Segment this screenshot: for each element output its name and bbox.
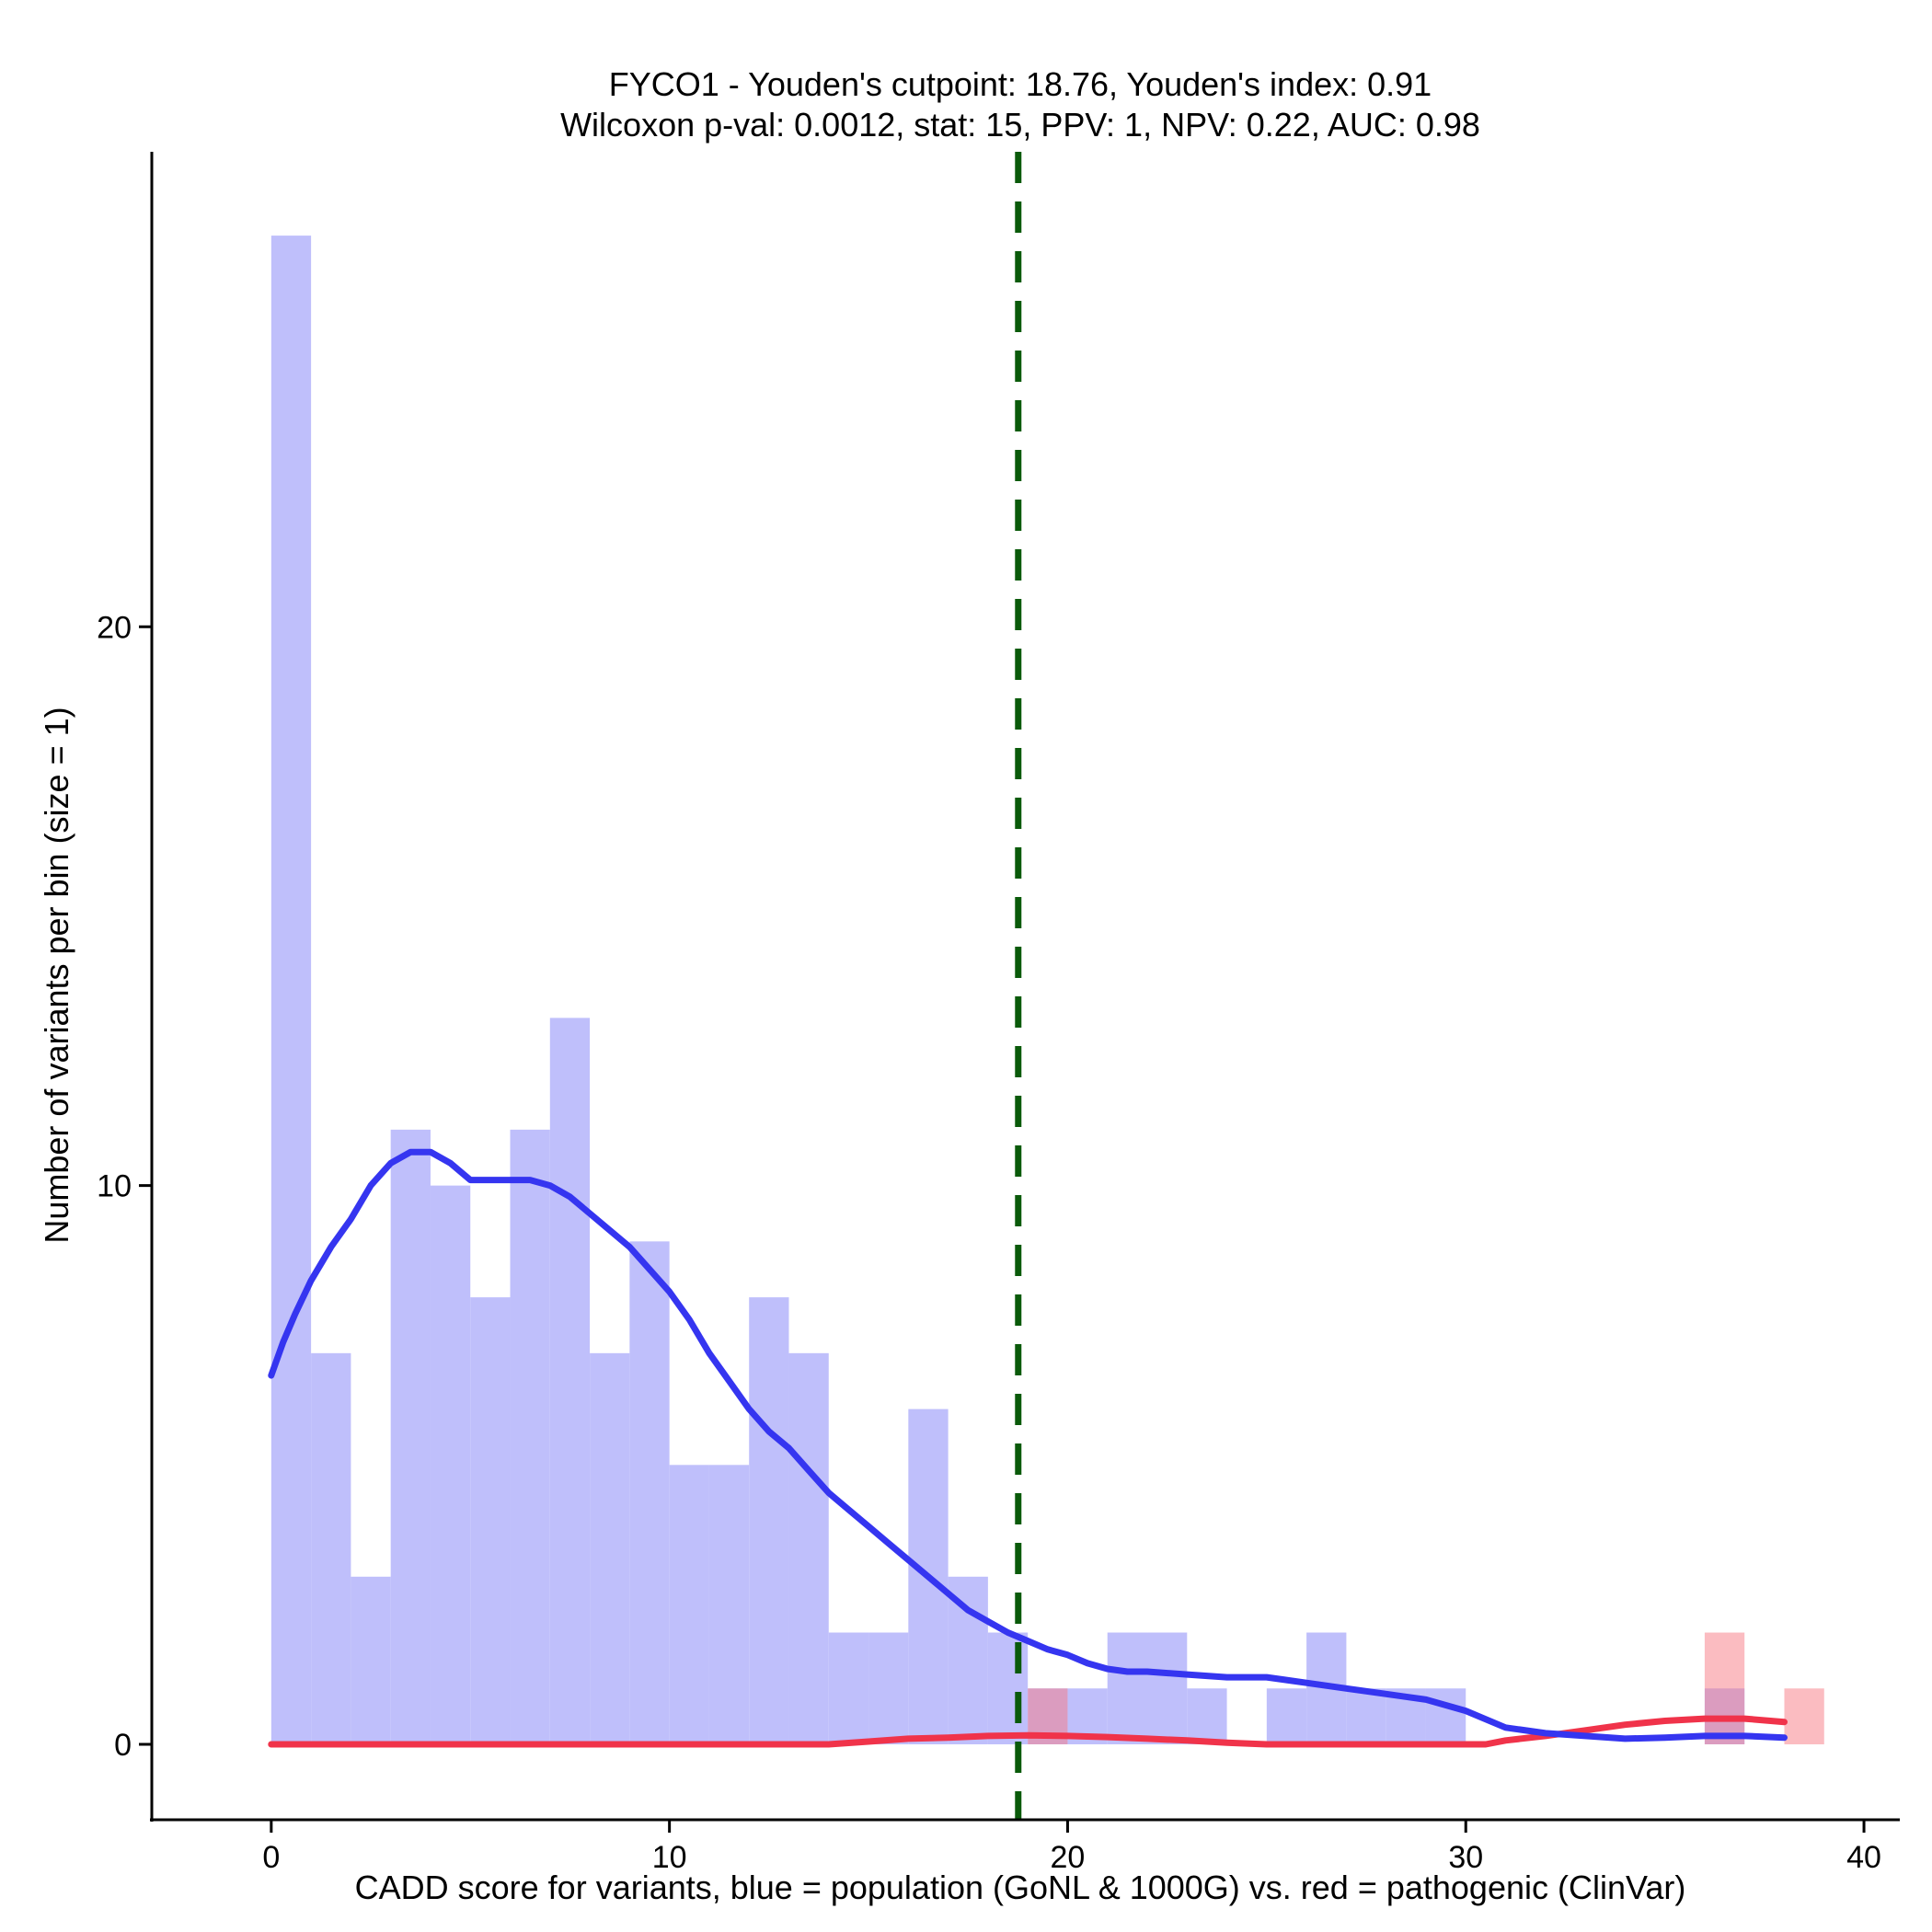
population-bar-21 (1107, 1632, 1148, 1745)
population-bar-17 (948, 1576, 988, 1745)
population-bar-0 (270, 236, 312, 1745)
population-bar-18 (987, 1632, 1029, 1745)
population-bar-28 (1425, 1688, 1466, 1745)
chart-title: FYCO1 - Youden's cutpoint: 18.76, Youden… (560, 65, 1480, 144)
population-bar-14 (828, 1632, 869, 1745)
population-bar-7 (549, 1018, 591, 1745)
population-bar-4 (430, 1185, 471, 1745)
x-axis-title: CADD score for variants, blue = populati… (355, 1869, 1686, 1906)
y-tick-label-1: 10 (97, 1169, 132, 1204)
y-axis-title: Number of variants per bin (size = 1) (38, 707, 75, 1243)
x-tick-label-2: 20 (1051, 1840, 1086, 1875)
chart-title-line-2: Wilcoxon p-val: 0.0012, stat: 15, PPV: 1… (560, 106, 1480, 144)
pathogenic-bar-1 (1704, 1632, 1745, 1745)
x-tick-label-1: 10 (652, 1840, 687, 1875)
axes: 0 10 20 30 40 0 10 20 (97, 152, 1900, 1875)
pathogenic-density-curve (268, 1715, 1788, 1748)
y-tick-label-0: 0 (114, 1728, 132, 1763)
population-bar-15 (868, 1632, 909, 1745)
population-bar-3 (390, 1129, 431, 1745)
population-bar-9 (629, 1241, 670, 1745)
population-bar-26 (1346, 1688, 1386, 1745)
population-bar-10 (669, 1465, 709, 1745)
population-bar-22 (1147, 1632, 1188, 1745)
pathogenic-bar-2 (1784, 1688, 1824, 1745)
population-bar-24 (1266, 1688, 1307, 1745)
population-bar-1 (311, 1352, 351, 1745)
y-tick-label-2: 20 (97, 610, 132, 645)
x-tick-label-3: 30 (1448, 1840, 1483, 1875)
density-curves (268, 1148, 1788, 1748)
x-tick-label-0: 0 (262, 1840, 280, 1875)
population-bar-11 (708, 1465, 750, 1745)
population-bars (270, 236, 1745, 1745)
population-bar-5 (470, 1297, 511, 1745)
population-bar-13 (788, 1352, 829, 1745)
population-bar-6 (510, 1129, 550, 1745)
chart-title-line-1: FYCO1 - Youden's cutpoint: 18.76, Youden… (609, 65, 1432, 103)
population-density-curve (268, 1148, 1788, 1742)
population-bar-23 (1187, 1688, 1227, 1745)
population-bar-2 (351, 1576, 391, 1745)
population-bar-12 (749, 1297, 789, 1745)
population-bar-8 (590, 1352, 630, 1745)
x-tick-label-4: 40 (1846, 1840, 1881, 1875)
